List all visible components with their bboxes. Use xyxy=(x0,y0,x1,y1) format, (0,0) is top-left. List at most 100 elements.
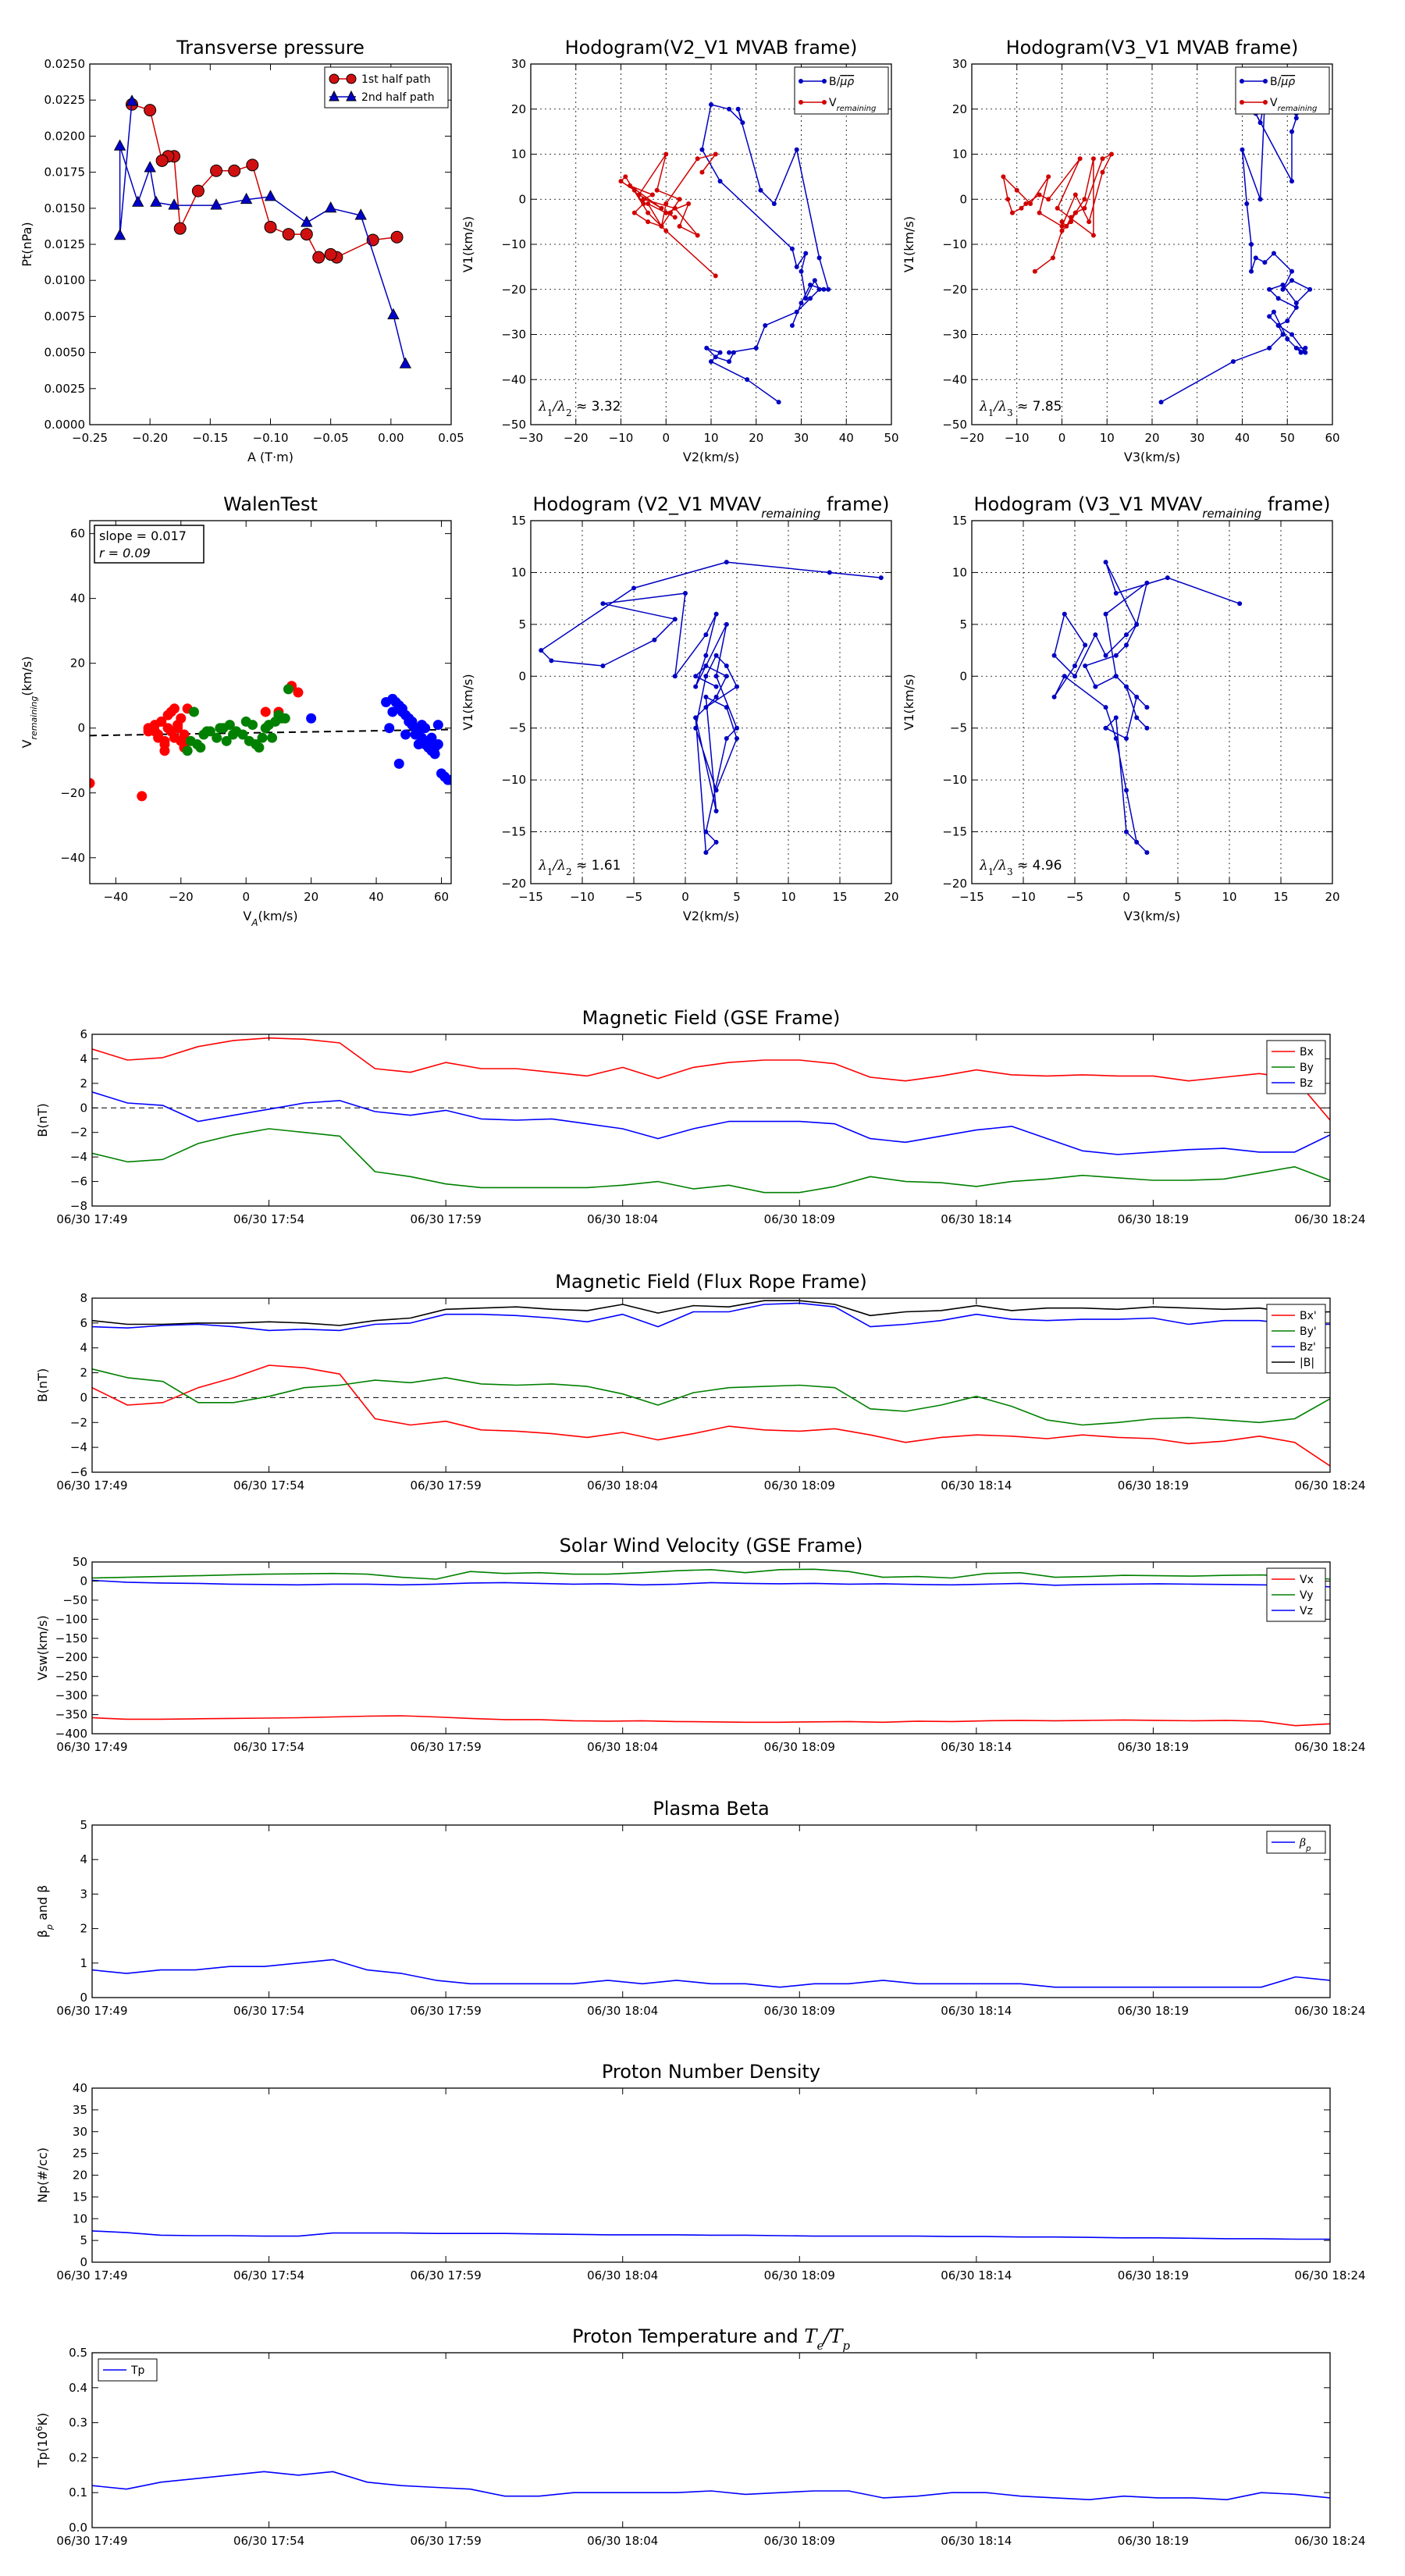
y-tick-label: 0.1 xyxy=(69,2485,87,2500)
data-point xyxy=(763,322,768,328)
x-tick-label: 0 xyxy=(1058,431,1066,445)
data-point xyxy=(1082,205,1087,211)
data-point xyxy=(1285,336,1290,342)
y-axis-label-sub: remaining xyxy=(29,696,39,740)
y-tick-label: 30 xyxy=(952,57,967,71)
y-tick-label: 10 xyxy=(952,565,967,579)
data-point xyxy=(654,187,660,193)
data-point xyxy=(1059,223,1065,229)
x-tick-label: 06/30 17:49 xyxy=(56,1212,127,1226)
y-tick-label: 0 xyxy=(80,1574,87,1588)
x-tick-label: 10 xyxy=(1100,431,1115,445)
data-point xyxy=(1093,632,1098,638)
y-tick-label: 10 xyxy=(511,565,526,579)
y-tick-label: 0 xyxy=(959,192,967,206)
x-tick-label: 06/30 18:19 xyxy=(1118,1478,1189,1493)
y-tick-label: 10 xyxy=(511,148,526,162)
plot-area xyxy=(113,94,412,368)
data-point xyxy=(399,357,412,368)
legend-label-b-main: B/ xyxy=(1270,76,1282,88)
data-point xyxy=(713,684,719,689)
scatter-point xyxy=(201,726,212,737)
data-point xyxy=(1100,156,1105,162)
y-tick-label: 0.0125 xyxy=(44,237,86,251)
x-tick-label: 06/30 18:24 xyxy=(1294,2268,1365,2282)
eigenvalue-ratio-sub: 2 xyxy=(566,407,572,418)
legend-label-b: B/μρ xyxy=(1270,76,1295,88)
y-tick-label: −4 xyxy=(70,1440,87,1454)
data-point xyxy=(1257,120,1263,126)
x-tick-label: 06/30 18:24 xyxy=(1294,1478,1365,1493)
data-point xyxy=(1165,575,1170,581)
y-tick-label: 0.0225 xyxy=(44,93,86,107)
data-point xyxy=(703,694,709,699)
scatter-point xyxy=(137,791,148,802)
x-tick-label: 06/30 17:49 xyxy=(56,1740,127,1754)
data-point xyxy=(727,350,732,355)
y-axis-label-sub: p xyxy=(44,1924,55,1930)
series-B-line xyxy=(701,104,829,403)
x-tick-label: 06/30 17:49 xyxy=(56,2534,127,2548)
data-point xyxy=(659,223,664,229)
data-point xyxy=(1267,345,1272,350)
eigenvalue-ratio-sub: 1 xyxy=(547,407,553,418)
x-tick-label: 20 xyxy=(1325,890,1339,904)
x-tick-label: −10 xyxy=(609,431,634,445)
data-point xyxy=(1082,197,1087,202)
data-point xyxy=(1124,642,1129,648)
y-axis-label: B(nT) xyxy=(35,1368,50,1402)
y-tick-label: 0 xyxy=(518,669,526,683)
data-point xyxy=(695,233,700,238)
data-point xyxy=(646,201,651,207)
chart-title: Hodogram(V2_V1 MVAB frame) xyxy=(565,37,858,59)
chart-title: Magnetic Field (GSE Frame) xyxy=(582,1007,841,1029)
legend-swatch-marker xyxy=(799,79,803,84)
y-tick-label: −40 xyxy=(501,372,526,386)
data-point xyxy=(713,273,718,279)
x-tick-label: 06/30 18:04 xyxy=(587,1212,658,1226)
data-point xyxy=(1124,736,1129,741)
data-point xyxy=(1237,601,1243,607)
x-tick-label: 06/30 18:19 xyxy=(1118,2004,1189,2018)
y-tick-label: −5 xyxy=(950,721,967,735)
y-tick-label: −6 xyxy=(70,1465,87,1479)
data-point xyxy=(1113,715,1119,720)
data-point xyxy=(727,359,732,365)
scatter-point xyxy=(267,732,278,743)
scatter-point xyxy=(420,723,431,734)
data-point xyxy=(631,210,637,215)
data-point xyxy=(1271,251,1276,256)
data-point xyxy=(724,560,729,565)
x-axis-label: V2(km/s) xyxy=(683,909,739,923)
data-point xyxy=(1050,255,1055,261)
data-point xyxy=(1051,653,1057,658)
scatter-point xyxy=(162,723,173,734)
data-point xyxy=(1249,269,1254,274)
plot-area xyxy=(92,1037,1330,1194)
data-point xyxy=(549,658,554,664)
data-point xyxy=(126,94,138,106)
data-point xyxy=(799,301,804,306)
data-point xyxy=(1249,242,1254,247)
series-Vz-line xyxy=(92,1579,1330,1588)
chart-title-math: T xyxy=(804,2325,818,2347)
y-axis-label: V1(km/s) xyxy=(461,674,475,730)
y-tick-label: 40 xyxy=(70,592,85,606)
y-tick-label: 20 xyxy=(952,102,967,116)
data-point xyxy=(1062,611,1067,617)
legend-box xyxy=(324,66,449,109)
chart-title-subscript: remaining xyxy=(1202,507,1261,521)
data-point xyxy=(789,246,795,251)
x-axis-label: V3(km/s) xyxy=(1124,909,1180,923)
data-point xyxy=(168,198,180,210)
y-tick-label: −40 xyxy=(942,372,967,386)
x-tick-label: −0.25 xyxy=(72,431,108,445)
y-tick-label: 15 xyxy=(511,514,526,528)
eigenvalue-ratio-sub: 3 xyxy=(1007,407,1013,418)
x-tick-label: 06/30 18:04 xyxy=(587,2004,658,2018)
data-point xyxy=(1280,332,1286,337)
y-tick-label: 0.0050 xyxy=(44,346,86,360)
chart-title: Magnetic Field (Flux Rope Frame) xyxy=(555,1271,866,1293)
eigenvalue-ratio-sub: 1 xyxy=(547,866,553,877)
data-point xyxy=(1113,653,1119,658)
